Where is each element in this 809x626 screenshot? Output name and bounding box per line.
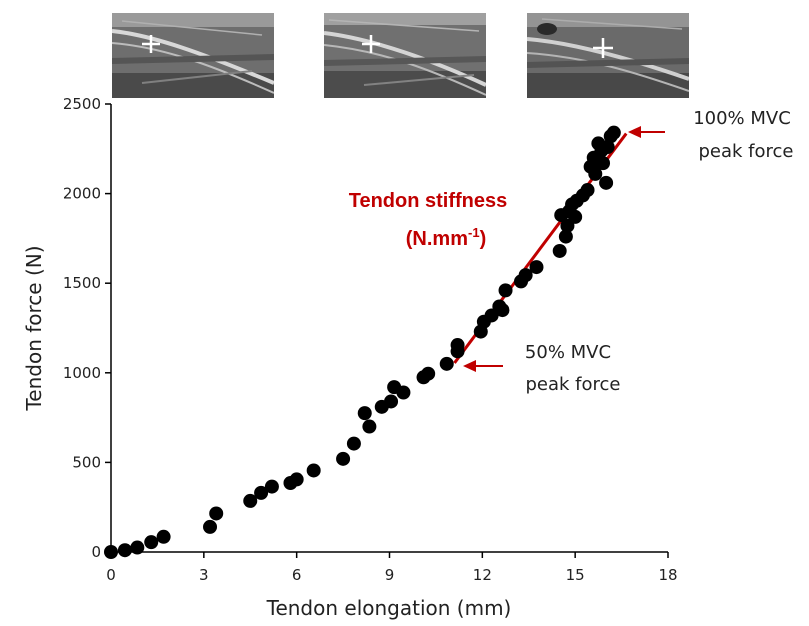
data-point [606,125,621,140]
data-point [209,506,224,521]
data-point [396,385,411,400]
data-point [498,283,513,298]
data-point [254,485,269,500]
mvc50-arrow [463,360,503,372]
data-point [203,519,218,534]
ultrasound-image-2 [324,13,486,98]
data-point [384,394,399,409]
stiffness-label-line1: Tendon stiffness [349,190,508,212]
mvc100-label-line2: peak force [698,141,793,162]
data-point [552,243,567,258]
data-point [450,338,465,353]
data-point [439,356,454,371]
x-tick-label: 3 [199,566,209,584]
data-points [104,125,621,559]
x-axis-label: Tendon elongation (mm) [266,596,512,620]
data-point [495,303,510,318]
data-point [130,540,145,555]
data-point [588,166,603,181]
data-point [243,493,258,508]
data-point [144,535,159,550]
data-point [156,529,171,544]
data-point [600,140,615,155]
data-point [518,268,533,283]
data-point [421,366,436,381]
data-point [529,260,544,275]
data-point [264,479,279,494]
mvc50-label-line1: 50% MVC [525,342,611,363]
x-tick-label: 12 [473,566,492,584]
y-tick-label: 2000 [63,185,101,203]
data-point [558,229,573,244]
x-tick-label: 9 [385,566,395,584]
mvc50-label-line2: peak force [525,374,620,395]
mvc100-label-line1: 100% MVC [693,108,791,129]
data-point [568,209,583,224]
x-tick-label: 0 [106,566,116,584]
data-point [289,472,304,487]
y-tick-label: 1000 [63,364,101,382]
y-axis-label: Tendon force (N) [22,245,46,411]
data-point [346,436,361,451]
data-point [104,545,118,559]
data-point [117,543,132,558]
stiffness-label-line2: (N.mm-1) [406,225,486,250]
x-tick-label: 18 [658,566,677,584]
data-point [580,183,595,198]
stiffness-unit-end: ) [480,228,487,250]
data-point [596,156,611,171]
data-point [336,451,351,466]
data-point [357,406,372,421]
annotations: Tendon stiffness (N.mm-1) 100% MVC peak … [349,108,794,395]
data-point [599,175,614,190]
mvc100-arrow [628,126,665,138]
y-tick-label: 500 [72,453,101,471]
y-tick-label: 2500 [63,95,101,113]
ultrasound-image-1 [112,13,274,98]
data-point [306,463,321,478]
data-point [362,419,377,434]
stiffness-unit: (N.mm [406,228,468,250]
ultrasound-image-3 [527,13,689,98]
y-tick-label: 0 [91,543,101,561]
stiffness-unit-sup: -1 [468,225,480,240]
y-tick-label: 1500 [63,274,101,292]
x-tick-label: 15 [566,566,585,584]
x-tick-label: 6 [292,566,302,584]
axes: 0 3 6 9 12 15 18 0 500 1000 1500 2000 2500 [63,95,678,584]
